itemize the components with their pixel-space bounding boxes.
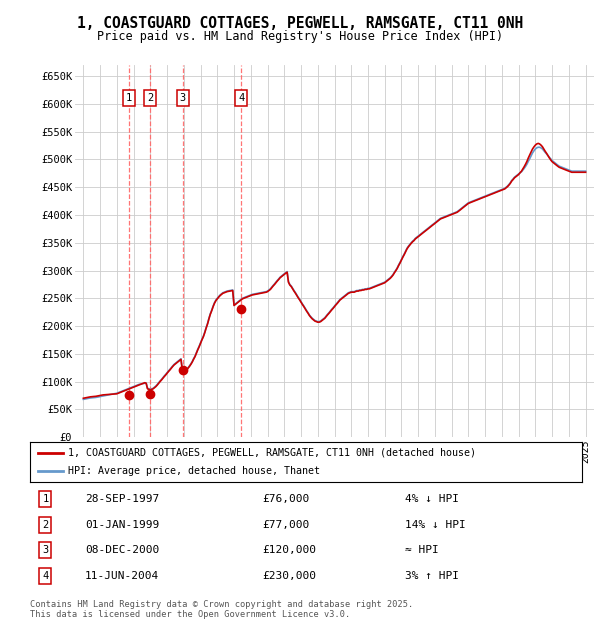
Text: 11-JUN-2004: 11-JUN-2004 — [85, 571, 160, 582]
Text: 3: 3 — [43, 545, 49, 555]
Text: 08-DEC-2000: 08-DEC-2000 — [85, 545, 160, 555]
Text: £76,000: £76,000 — [262, 494, 309, 504]
Text: HPI: Average price, detached house, Thanet: HPI: Average price, detached house, Than… — [68, 466, 320, 477]
Text: £120,000: £120,000 — [262, 545, 316, 555]
Text: 3: 3 — [179, 94, 186, 104]
Text: 28-SEP-1997: 28-SEP-1997 — [85, 494, 160, 504]
Text: 1, COASTGUARD COTTAGES, PEGWELL, RAMSGATE, CT11 0NH (detached house): 1, COASTGUARD COTTAGES, PEGWELL, RAMSGAT… — [68, 448, 476, 458]
Text: £230,000: £230,000 — [262, 571, 316, 582]
Text: 2: 2 — [43, 520, 49, 529]
Text: 1, COASTGUARD COTTAGES, PEGWELL, RAMSGATE, CT11 0NH: 1, COASTGUARD COTTAGES, PEGWELL, RAMSGAT… — [77, 16, 523, 31]
Text: Contains HM Land Registry data © Crown copyright and database right 2025.
This d: Contains HM Land Registry data © Crown c… — [30, 600, 413, 619]
Text: 4: 4 — [238, 94, 245, 104]
Text: 3% ↑ HPI: 3% ↑ HPI — [406, 571, 460, 582]
Text: 4: 4 — [43, 571, 49, 582]
Text: 2: 2 — [147, 94, 154, 104]
Text: 1: 1 — [43, 494, 49, 504]
Text: ≈ HPI: ≈ HPI — [406, 545, 439, 555]
Text: £77,000: £77,000 — [262, 520, 309, 529]
Text: Price paid vs. HM Land Registry's House Price Index (HPI): Price paid vs. HM Land Registry's House … — [97, 30, 503, 43]
Text: 14% ↓ HPI: 14% ↓ HPI — [406, 520, 466, 529]
Text: 01-JAN-1999: 01-JAN-1999 — [85, 520, 160, 529]
Text: 4% ↓ HPI: 4% ↓ HPI — [406, 494, 460, 504]
Text: 1: 1 — [126, 94, 133, 104]
